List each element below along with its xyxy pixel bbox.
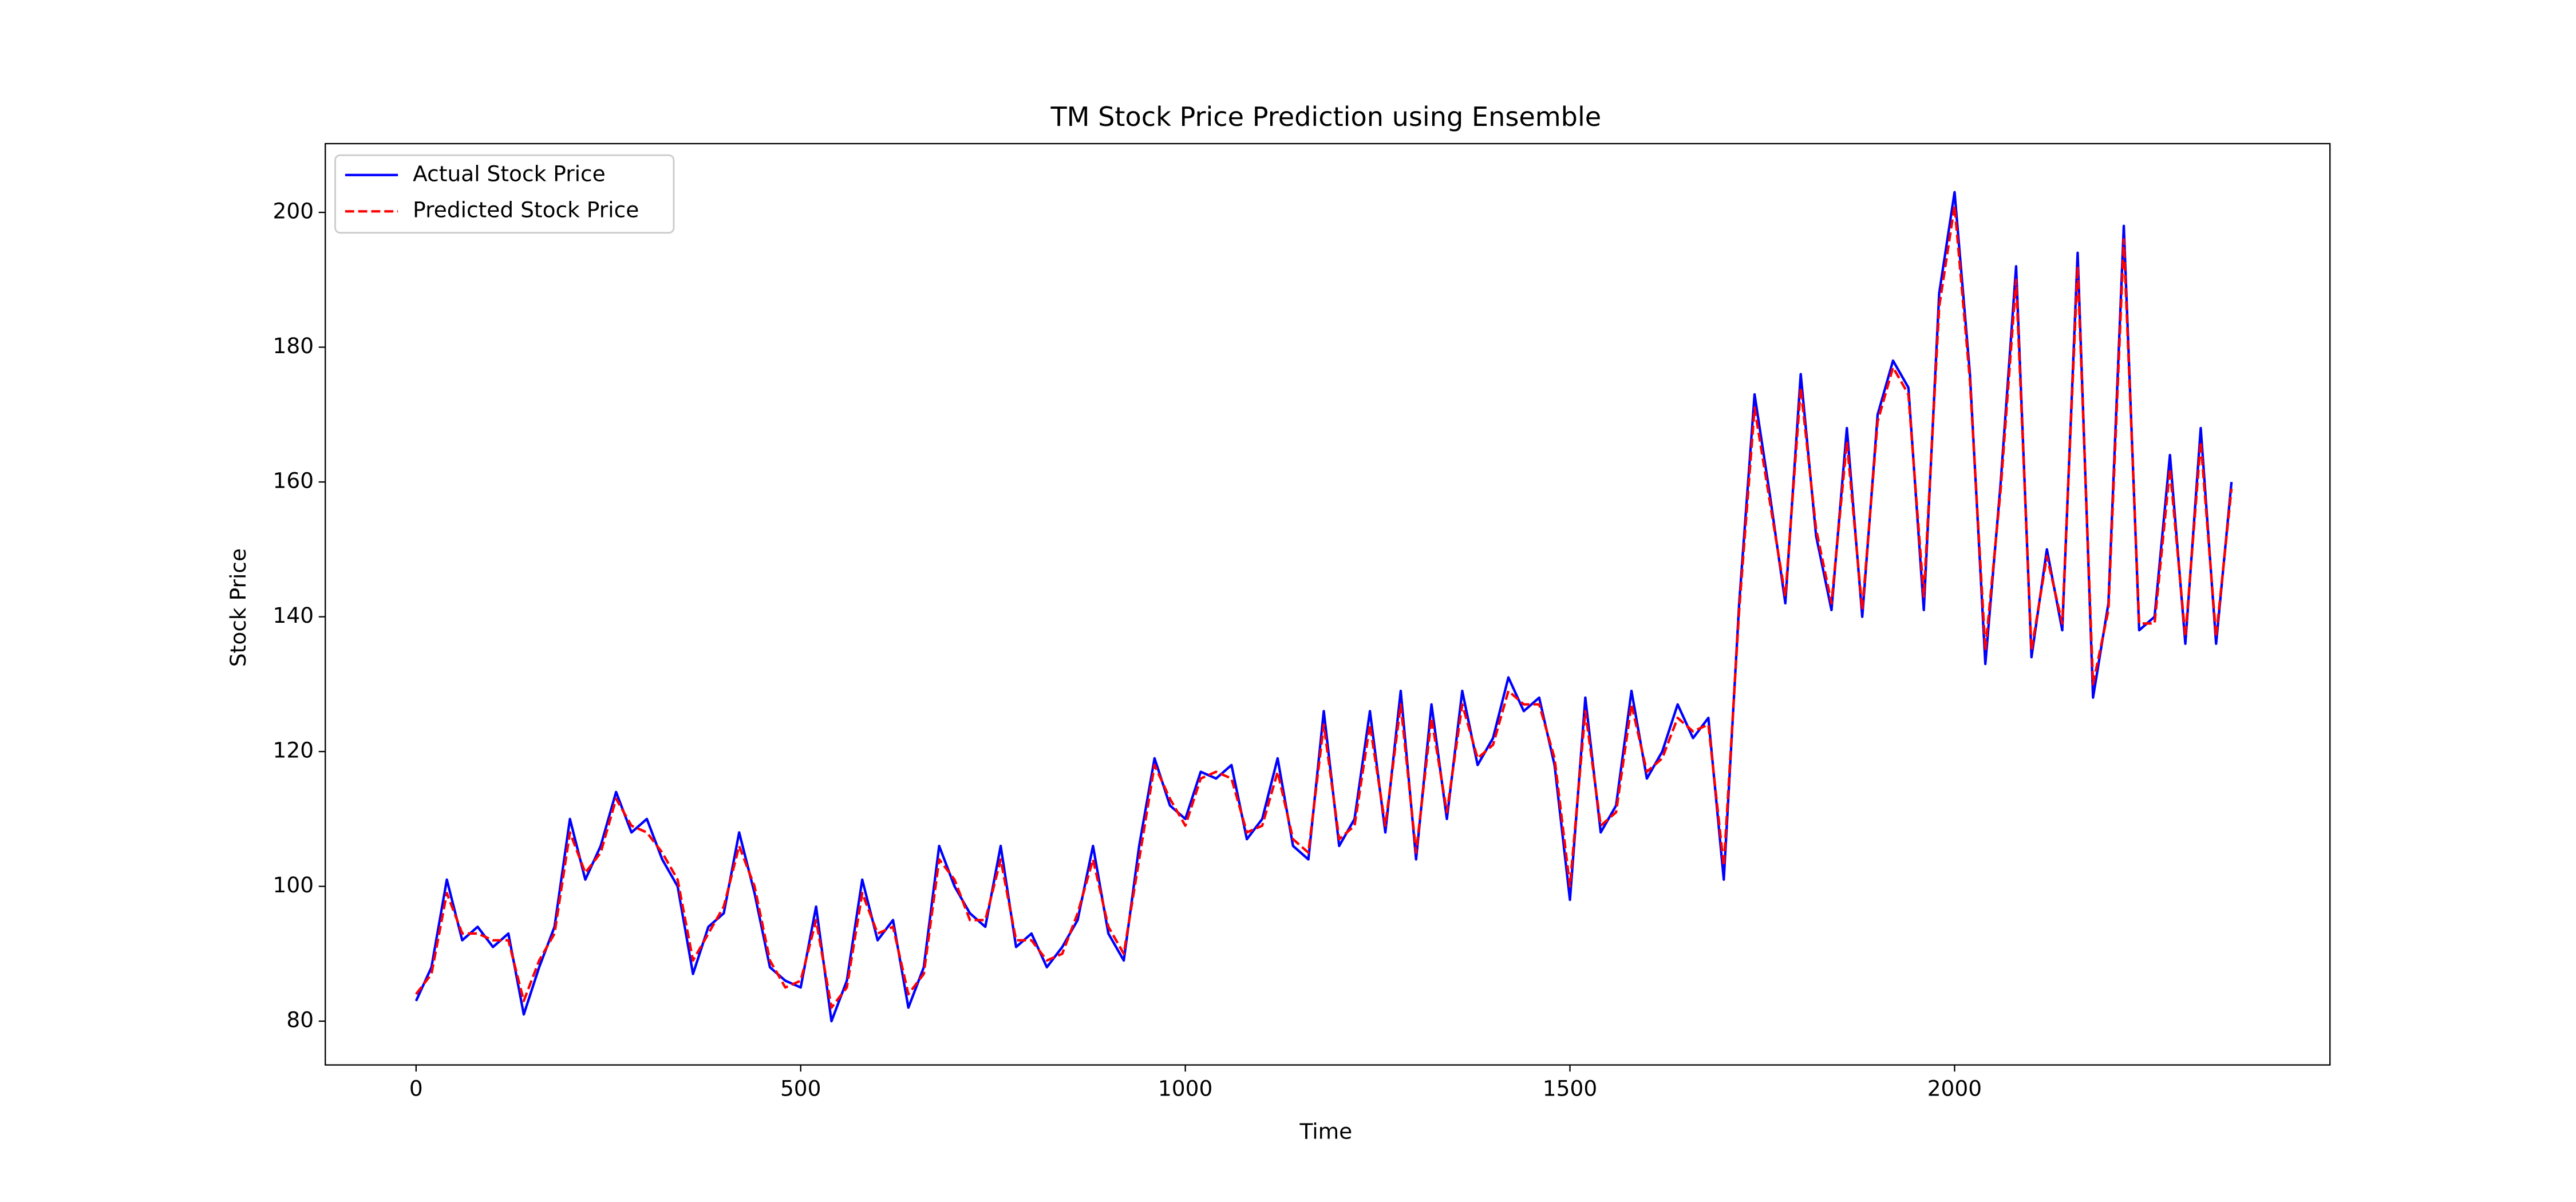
y-tick-label: 80 (286, 1007, 314, 1033)
series-line (415, 204, 2233, 1009)
legend: Actual Stock Price Predicted Stock Price (334, 154, 675, 234)
y-tick-label: 140 (272, 603, 314, 628)
plot-frame (325, 143, 2331, 1066)
legend-label: Predicted Stock Price (413, 197, 639, 223)
legend-label: Actual Stock Price (413, 161, 606, 186)
x-tick-label: 2000 (1927, 1076, 1982, 1101)
x-tick-label: 500 (780, 1076, 821, 1101)
y-tick-label: 120 (272, 738, 314, 763)
x-tick-label: 1500 (1543, 1076, 1597, 1101)
x-tick-label: 1000 (1158, 1076, 1212, 1101)
legend-box (334, 154, 675, 234)
y-tick-label: 160 (272, 468, 314, 493)
x-axis-label: Time (1299, 1118, 1352, 1144)
y-tick-label: 180 (272, 333, 314, 358)
x-tick-label: 0 (409, 1076, 423, 1101)
y-tick-label: 200 (272, 199, 314, 224)
y-tick-label: 100 (272, 872, 314, 897)
y-axis-label: Stock Price (226, 548, 251, 667)
chart-title: TM Stock Price Prediction using Ensemble (1050, 101, 1601, 132)
